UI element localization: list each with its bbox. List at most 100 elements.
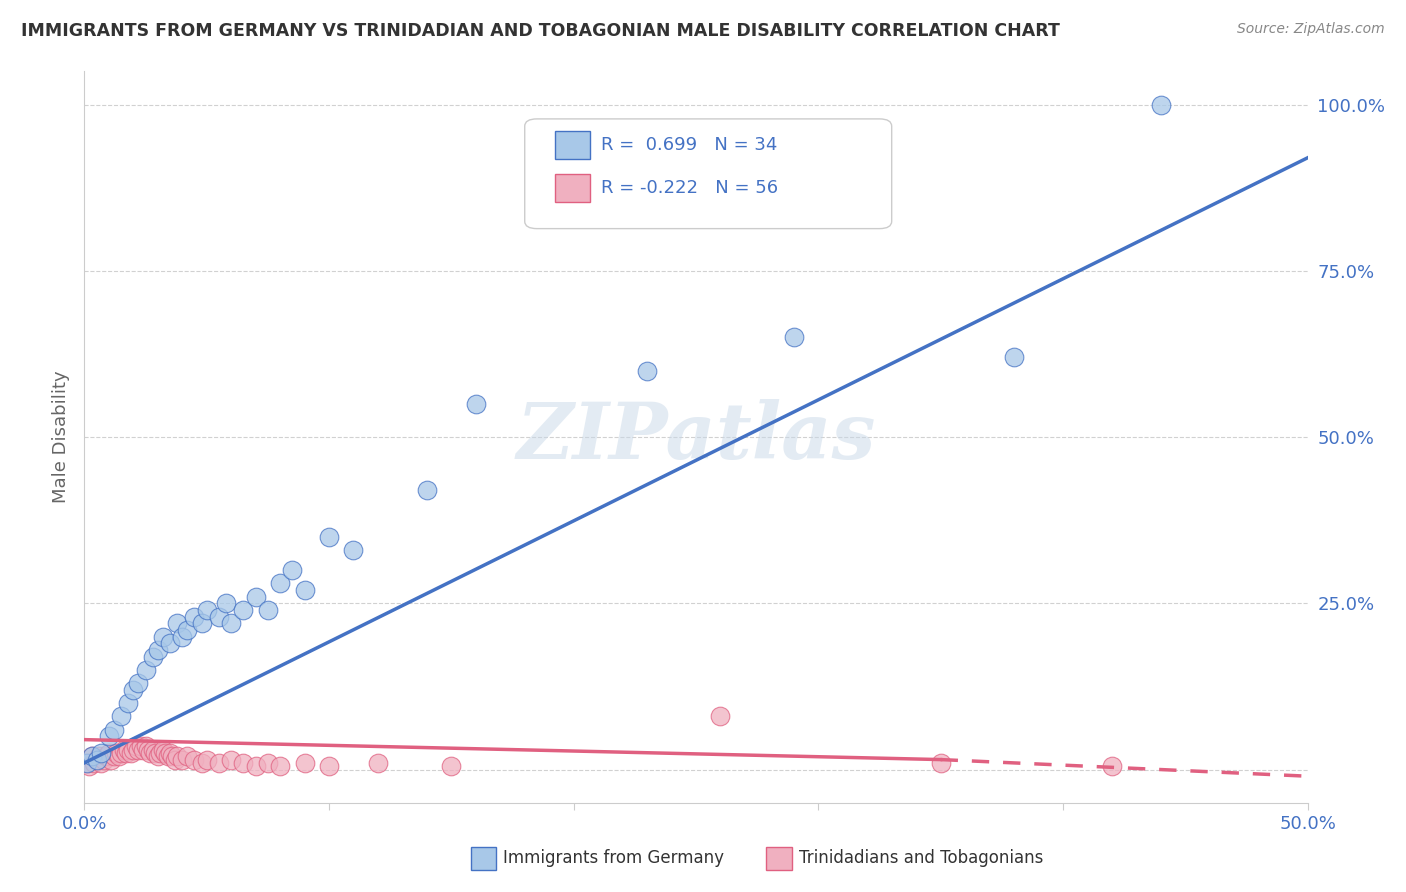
Point (159, 746, 181, 760)
Point (112, 742, 135, 756)
Point (269, 576, 291, 591)
Point (342, 543, 364, 558)
Point (90, 746, 112, 760)
Point (191, 756, 214, 770)
Point (136, 742, 159, 756)
Point (146, 749, 169, 764)
Point (83, 756, 105, 770)
Point (257, 756, 280, 770)
Text: Source: ZipAtlas.com: Source: ZipAtlas.com (1237, 22, 1385, 37)
Point (208, 756, 231, 770)
Point (96, 749, 118, 764)
Point (709, 709, 731, 723)
Point (117, 696, 139, 710)
Point (76, 756, 98, 770)
Point (1150, 97, 1173, 112)
Point (440, 759, 463, 773)
Point (127, 676, 149, 690)
Point (117, 742, 139, 756)
Point (97, 729, 120, 743)
Point (115, 746, 138, 760)
Point (156, 749, 179, 764)
Point (281, 563, 304, 577)
Point (80, 749, 103, 764)
Point (127, 742, 149, 756)
Point (163, 753, 186, 767)
Point (191, 616, 214, 631)
Point (135, 739, 157, 754)
Point (257, 603, 280, 617)
Point (129, 739, 152, 754)
Point (132, 742, 155, 756)
Point (76, 756, 98, 770)
Point (103, 749, 125, 764)
Point (146, 643, 169, 657)
Text: R = -0.222   N = 56: R = -0.222 N = 56 (600, 178, 778, 196)
Point (110, 746, 132, 760)
Point (97, 746, 120, 760)
Point (105, 746, 128, 760)
Bar (555, 174, 589, 202)
Point (783, 330, 806, 344)
FancyBboxPatch shape (524, 119, 891, 228)
Point (77, 759, 100, 773)
Point (219, 616, 242, 631)
Point (195, 603, 218, 617)
Point (93, 753, 115, 767)
Point (103, 723, 125, 737)
Point (195, 753, 218, 767)
Point (135, 663, 157, 677)
Text: IMMIGRANTS FROM GERMANY VS TRINIDADIAN AND TOBAGONIAN MALE DISABILITY CORRELATIO: IMMIGRANTS FROM GERMANY VS TRINIDADIAN A… (21, 22, 1060, 40)
Point (464, 397, 486, 411)
Point (172, 630, 194, 644)
Point (166, 616, 188, 631)
Bar (555, 131, 589, 159)
Point (636, 363, 658, 377)
Point (294, 756, 316, 770)
Text: Immigrants from Germany: Immigrants from Germany (503, 849, 724, 867)
Point (294, 582, 316, 597)
Y-axis label: Male Disability: Male Disability (52, 371, 70, 503)
Text: R =  0.699   N = 34: R = 0.699 N = 34 (600, 136, 778, 154)
Point (219, 753, 242, 767)
Point (90, 756, 112, 770)
Point (232, 756, 254, 770)
Point (162, 749, 184, 764)
Point (87, 749, 110, 764)
Point (166, 749, 188, 764)
Point (120, 746, 142, 760)
Point (245, 590, 267, 604)
Point (416, 483, 439, 498)
Point (149, 746, 172, 760)
Point (1002, 351, 1025, 365)
Point (929, 756, 952, 770)
Point (245, 759, 267, 773)
Point (1101, 759, 1123, 773)
Point (122, 682, 145, 697)
Point (152, 742, 174, 756)
Point (86, 753, 108, 767)
Point (110, 709, 132, 723)
Point (143, 746, 166, 760)
Point (367, 756, 389, 770)
Point (159, 636, 181, 650)
Point (152, 630, 174, 644)
Point (86, 753, 108, 767)
Point (100, 753, 122, 767)
Point (176, 623, 198, 637)
Point (232, 603, 254, 617)
Point (139, 746, 162, 760)
Point (107, 749, 129, 764)
Point (318, 530, 340, 544)
Point (183, 609, 205, 624)
Point (208, 609, 231, 624)
Point (318, 759, 340, 773)
Text: ZIPatlas: ZIPatlas (516, 399, 876, 475)
Point (269, 759, 291, 773)
Point (122, 742, 145, 756)
Point (176, 749, 198, 764)
Text: Trinidadians and Tobagonians: Trinidadians and Tobagonians (799, 849, 1043, 867)
Point (183, 753, 205, 767)
Point (142, 742, 165, 756)
Point (153, 746, 176, 760)
